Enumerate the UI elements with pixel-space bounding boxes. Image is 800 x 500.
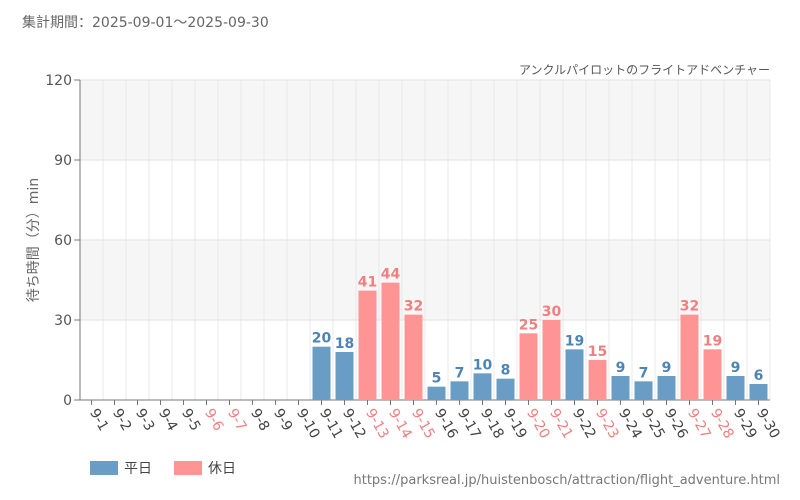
bar bbox=[404, 314, 423, 400]
bar-value-label: 6 bbox=[754, 368, 764, 384]
y-tick-label: 0 bbox=[63, 393, 72, 409]
bar bbox=[680, 314, 699, 400]
bar-value-label: 30 bbox=[542, 304, 562, 320]
bar bbox=[703, 349, 722, 400]
bar-value-label: 9 bbox=[731, 360, 741, 376]
x-tick-label: 9-5 bbox=[178, 406, 203, 434]
x-tick-label: 9-9 bbox=[270, 406, 295, 434]
bar-value-label: 19 bbox=[565, 333, 584, 349]
source-url: https://parksreal.jp/huistenbosch/attrac… bbox=[353, 473, 781, 488]
bar-value-label: 18 bbox=[335, 336, 354, 352]
bar-value-label: 7 bbox=[455, 365, 465, 381]
bar bbox=[657, 376, 676, 400]
legend: 平日 休日 bbox=[90, 458, 258, 478]
legend-holiday-label: 休日 bbox=[208, 461, 236, 477]
bar bbox=[381, 282, 400, 400]
x-tick-label: 9-27 bbox=[684, 406, 714, 442]
x-tick-label: 9-18 bbox=[477, 406, 507, 442]
bar bbox=[749, 384, 768, 400]
bar-value-label: 20 bbox=[312, 331, 332, 347]
bar bbox=[634, 381, 653, 400]
x-tick-label: 9-7 bbox=[224, 406, 249, 434]
legend-weekday: 平日 bbox=[90, 458, 152, 478]
bar-value-label: 8 bbox=[501, 363, 511, 379]
x-tick-label: 9-22 bbox=[569, 406, 599, 442]
bar bbox=[611, 376, 630, 400]
bar bbox=[358, 290, 377, 400]
legend-holiday: 休日 bbox=[174, 458, 236, 478]
bar bbox=[542, 320, 561, 400]
bar-value-label: 44 bbox=[381, 267, 401, 283]
x-tick-label: 9-6 bbox=[201, 406, 226, 434]
legend-weekday-swatch bbox=[90, 461, 118, 475]
y-tick-label: 120 bbox=[45, 73, 72, 89]
x-tick-label: 9-23 bbox=[592, 406, 622, 442]
bar bbox=[565, 349, 584, 400]
chart-title: アンクルパイロットのフライトアドベンチャー bbox=[518, 63, 770, 77]
x-tick-label: 9-3 bbox=[132, 406, 157, 434]
bar-value-label: 41 bbox=[358, 275, 377, 291]
bar-value-label: 7 bbox=[639, 365, 649, 381]
bar bbox=[312, 346, 331, 400]
x-tick-label: 9-20 bbox=[523, 406, 553, 442]
x-tick-label: 9-4 bbox=[155, 406, 180, 434]
x-tick-label: 9-11 bbox=[316, 406, 346, 442]
x-tick-label: 9-29 bbox=[730, 406, 760, 442]
legend-weekday-label: 平日 bbox=[124, 461, 152, 477]
x-tick-label: 9-21 bbox=[546, 406, 576, 442]
bar bbox=[427, 386, 446, 400]
bar bbox=[473, 373, 492, 400]
bar-value-label: 10 bbox=[473, 357, 493, 373]
y-tick-label: 60 bbox=[54, 233, 72, 249]
x-tick-label: 9-8 bbox=[247, 406, 272, 434]
period-text: 集計期間：2025-09-01～2025-09-30 bbox=[22, 15, 269, 31]
bar-value-label: 32 bbox=[404, 299, 423, 315]
x-tick-label: 9-14 bbox=[385, 406, 415, 442]
x-tick-label: 9-19 bbox=[500, 406, 530, 442]
bar bbox=[496, 378, 515, 400]
x-tick-label: 9-13 bbox=[362, 406, 392, 442]
y-tick-label: 90 bbox=[54, 153, 72, 169]
x-tick-label: 9-25 bbox=[638, 406, 668, 442]
x-tick-label: 9-10 bbox=[293, 406, 323, 442]
x-tick-label: 9-30 bbox=[753, 406, 783, 442]
bar-value-label: 9 bbox=[662, 360, 672, 376]
x-tick-label: 9-15 bbox=[408, 406, 438, 442]
x-tick-label: 9-1 bbox=[86, 406, 111, 434]
x-tick-label: 9-26 bbox=[661, 406, 691, 442]
bar bbox=[726, 376, 745, 400]
bar-value-label: 5 bbox=[432, 371, 442, 387]
x-tick-label: 9-2 bbox=[109, 406, 134, 434]
x-tick-label: 9-16 bbox=[431, 406, 461, 442]
bar bbox=[450, 381, 469, 400]
bar-value-label: 32 bbox=[680, 299, 699, 315]
x-tick-label: 9-24 bbox=[615, 406, 645, 442]
x-tick-label: 9-17 bbox=[454, 406, 484, 442]
y-tick-label: 30 bbox=[54, 313, 72, 329]
bar-value-label: 25 bbox=[519, 317, 538, 333]
bar-value-label: 15 bbox=[588, 344, 607, 360]
bar bbox=[519, 333, 538, 400]
x-tick-label: 9-28 bbox=[707, 406, 737, 442]
legend-holiday-swatch bbox=[174, 461, 202, 475]
x-tick-label: 9-12 bbox=[339, 406, 369, 442]
bar-value-label: 9 bbox=[616, 360, 626, 376]
bar-value-label: 19 bbox=[703, 333, 722, 349]
bar bbox=[588, 360, 607, 400]
bar bbox=[335, 352, 354, 400]
